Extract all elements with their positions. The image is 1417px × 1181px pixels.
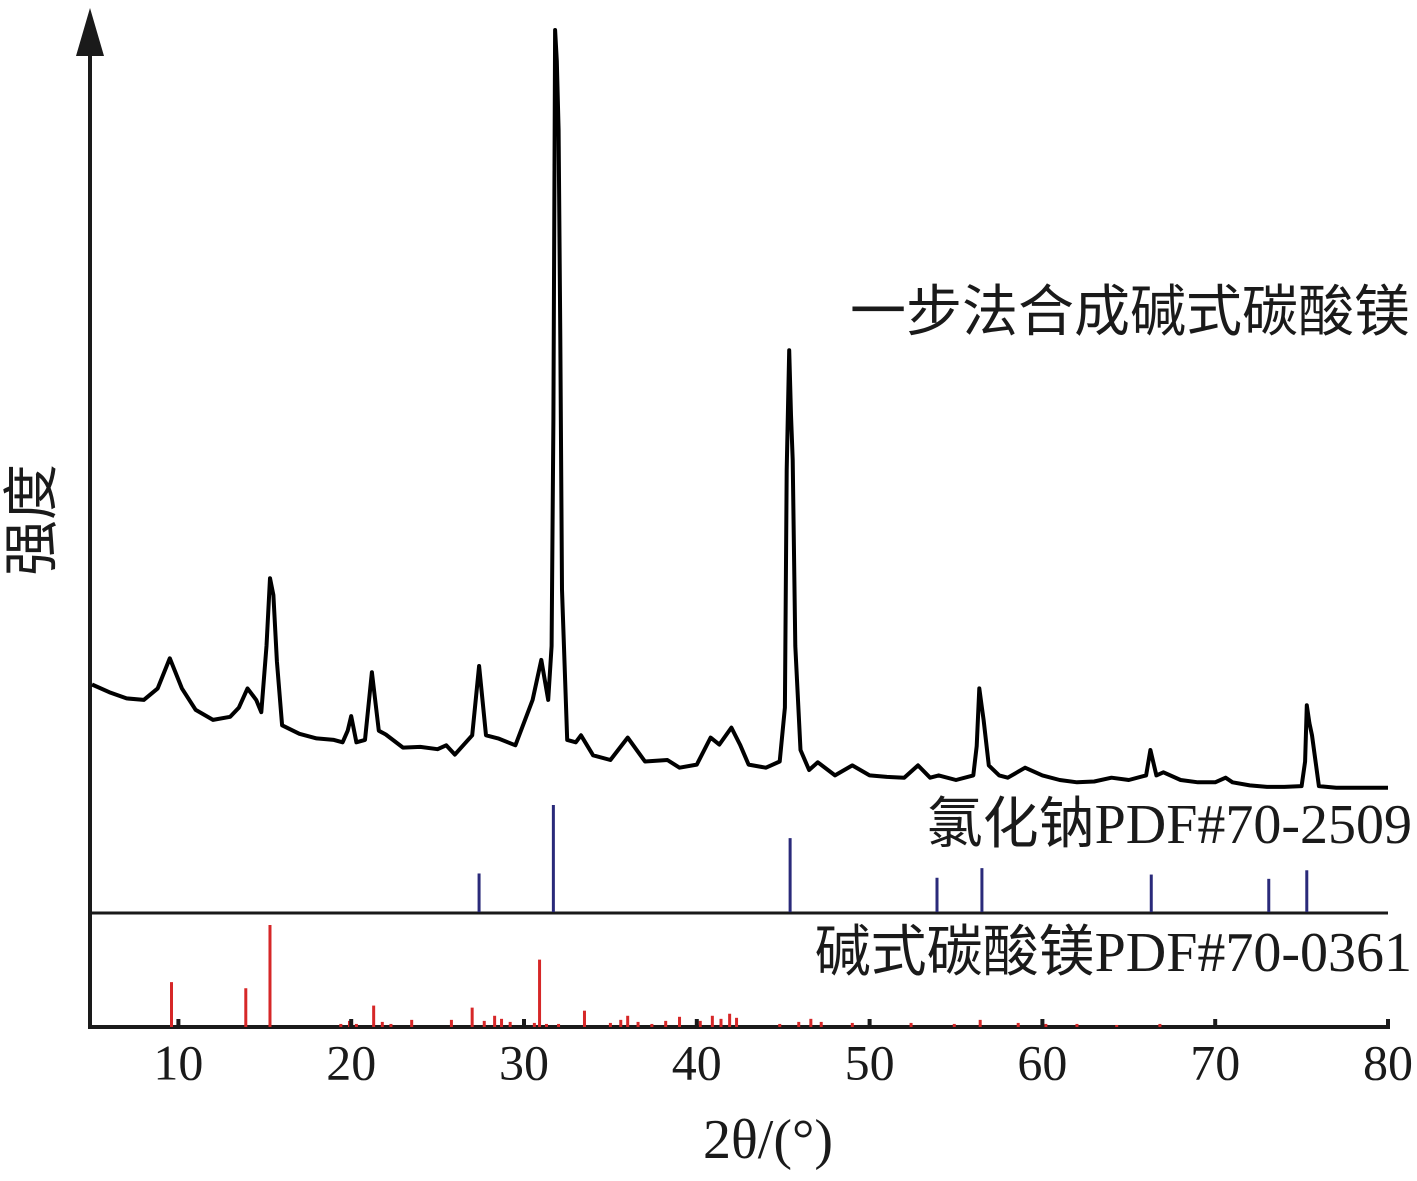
y-axis-label: 强度 <box>2 464 64 576</box>
series-label: 碱式碳酸镁PDF#70-0361 <box>815 922 1412 984</box>
x-tick-label: 40 <box>672 1034 722 1090</box>
x-tick-label: 30 <box>499 1034 549 1090</box>
series-label: 氯化钠PDF#70-2509 <box>927 794 1412 856</box>
x-tick-label: 50 <box>845 1034 895 1090</box>
y-axis-arrow <box>76 8 104 56</box>
x-tick-label: 20 <box>326 1034 376 1090</box>
x-axis-label: 2θ/(°) <box>703 1109 833 1171</box>
x-tick-label: 70 <box>1190 1034 1240 1090</box>
pattern-line <box>91 28 1388 790</box>
series-label: 一步法合成碱式碳酸镁 <box>850 282 1410 344</box>
x-tick-label: 80 <box>1363 1034 1413 1090</box>
x-tick-label: 60 <box>1017 1034 1067 1090</box>
x-tick-label: 10 <box>153 1034 203 1090</box>
